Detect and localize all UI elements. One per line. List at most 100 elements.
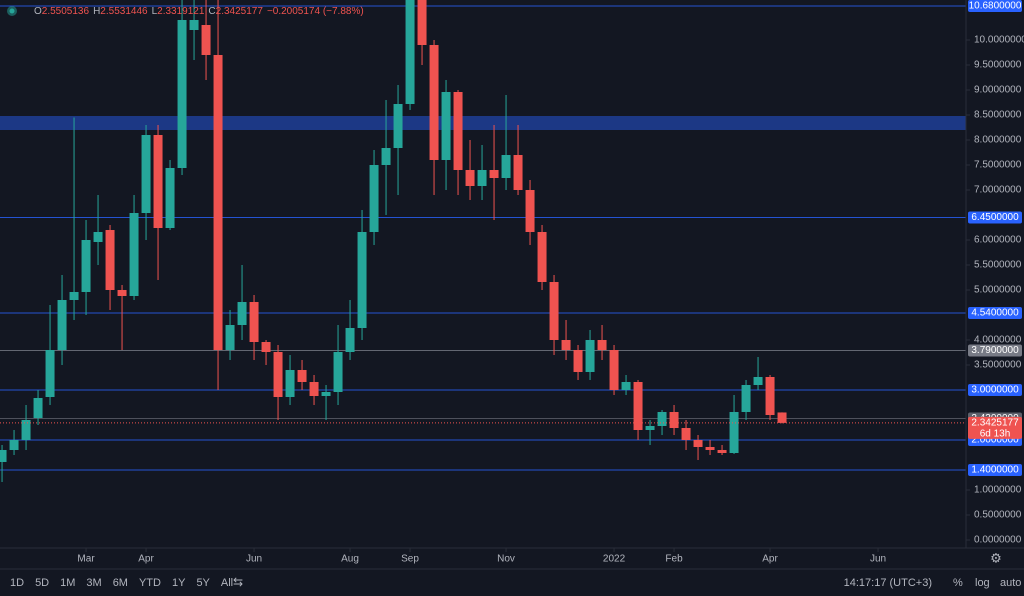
range-button[interactable]: YTD: [139, 577, 161, 589]
y-tick-label: 7.0000000: [974, 185, 1022, 196]
candle-body: [513, 155, 523, 190]
candle-body: [597, 340, 607, 350]
y-tick-label: 6.0000000: [974, 235, 1022, 246]
candle-body: [333, 352, 343, 392]
candle-body: [189, 20, 199, 30]
candle-body: [465, 170, 475, 186]
candle-body: [537, 232, 547, 282]
level-label-box: [968, 464, 1022, 476]
candle-body: [165, 168, 175, 228]
x-tick-label: Feb: [665, 554, 683, 565]
header-item: −0.2005174 (−7.88%): [267, 6, 364, 17]
level-label: 2.0000000: [971, 435, 1019, 446]
level-label-box: [968, 344, 1022, 357]
candle-body: [57, 300, 67, 350]
candle-body: [729, 412, 739, 453]
x-tick-label: 2022: [603, 554, 626, 565]
candle-body: [225, 325, 235, 350]
scale-button[interactable]: auto: [1000, 577, 1021, 589]
scale-button[interactable]: %: [953, 577, 963, 589]
candle-body: [573, 350, 583, 372]
x-tick-label: Aug: [341, 554, 359, 565]
candle-body: [489, 170, 499, 178]
candle-body: [681, 428, 691, 440]
zone: [0, 116, 966, 130]
candle-body: [645, 426, 655, 430]
candle-body: [105, 230, 115, 290]
header-item: 2.5505136: [42, 6, 90, 17]
status-dot: [9, 8, 15, 14]
candle-body: [273, 352, 283, 397]
y-tick-label: 8.5000000: [974, 110, 1022, 121]
settings-icon[interactable]: ⚙: [990, 550, 1002, 565]
candle-body: [717, 450, 727, 453]
candle-body: [297, 370, 307, 382]
header-item: H: [93, 6, 100, 17]
range-button[interactable]: 3M: [86, 577, 101, 589]
range-button[interactable]: 1D: [10, 577, 24, 589]
candle-body: [261, 342, 271, 352]
candle-body: [9, 440, 19, 450]
x-tick-label: Sep: [401, 554, 419, 565]
y-tick-label: 5.5000000: [974, 260, 1022, 271]
candle-body: [21, 420, 31, 440]
candle-body: [249, 302, 259, 342]
candle-body: [69, 292, 79, 300]
y-tick-label: 9.5000000: [974, 60, 1022, 71]
candle-body: [501, 155, 511, 178]
y-tick-label: 10.0000000: [974, 35, 1024, 46]
y-tick-label: 4.0000000: [974, 335, 1022, 346]
level-label-box: [968, 211, 1022, 224]
header-item: O: [34, 6, 42, 17]
range-button[interactable]: 5D: [35, 577, 49, 589]
range-button[interactable]: 1Y: [172, 577, 186, 589]
candle-body: [621, 382, 631, 390]
scale-button[interactable]: log: [975, 577, 990, 589]
candle-body: [177, 20, 187, 168]
candle-body: [585, 340, 595, 372]
candle-body: [393, 104, 403, 148]
candle-body: [129, 213, 139, 296]
candle-body: [669, 412, 679, 428]
candle-body: [609, 350, 619, 390]
y-tick-label: 0.0000000: [974, 535, 1022, 546]
clock: 14:17:17 (UTC+3): [844, 577, 932, 589]
x-tick-label: Jun: [246, 554, 262, 565]
candle-body: [237, 302, 247, 325]
header-item: 2.3425177: [216, 6, 264, 17]
countdown-label: 6d 13h: [980, 429, 1011, 440]
x-tick-label: Mar: [77, 554, 95, 565]
x-tick-label: Jun: [870, 554, 886, 565]
y-tick-label: 7.5000000: [974, 160, 1022, 171]
y-tick-label: 1.0000000: [974, 485, 1022, 496]
candle-body: [81, 240, 91, 292]
candle-body: [0, 450, 7, 462]
candle-body: [345, 328, 355, 352]
candle-body: [153, 135, 163, 228]
candle-body: [309, 382, 319, 396]
range-button[interactable]: 6M: [113, 577, 128, 589]
y-tick-label: 8.0000000: [974, 135, 1022, 146]
range-button[interactable]: 5Y: [196, 577, 210, 589]
candle-body: [405, 0, 415, 104]
y-tick-label: 3.5000000: [974, 360, 1022, 371]
candle-body: [417, 0, 427, 45]
candle-body: [117, 290, 127, 296]
level-label-box: [968, 0, 1022, 12]
y-tick-label: 5.0000000: [974, 285, 1022, 296]
candle-body: [753, 377, 763, 385]
range-button[interactable]: All: [221, 577, 233, 589]
candle-body: [93, 232, 103, 242]
level-label: 3.7900000: [971, 345, 1019, 356]
candle-body: [741, 385, 751, 412]
candle-body: [369, 165, 379, 232]
candle-body: [201, 25, 211, 55]
level-label-box: [968, 384, 1022, 396]
level-label-box: [968, 307, 1022, 319]
level-label: 10.6800000: [969, 1, 1022, 12]
candle-body: [525, 190, 535, 232]
range-button[interactable]: 1M: [60, 577, 75, 589]
candle-body: [657, 412, 667, 426]
goto-date-icon[interactable]: ⇆: [233, 575, 243, 589]
